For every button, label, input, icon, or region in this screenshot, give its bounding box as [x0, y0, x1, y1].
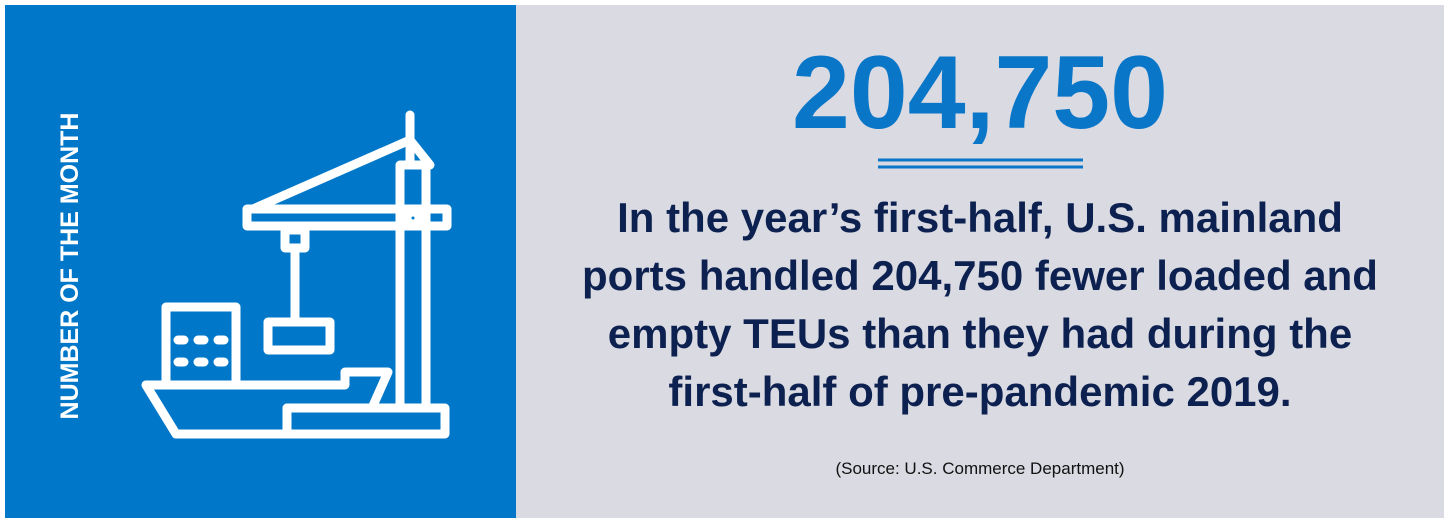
- description-line: empty TEUs than they had during the: [608, 310, 1352, 357]
- description-line: first-half of pre-pandemic 2019.: [668, 368, 1291, 415]
- source: (Source: U.S. Commerce Department): [835, 459, 1124, 478]
- description-line: In the year’s first-half, U.S. mainland: [617, 194, 1343, 241]
- sidebar-label: NUMBER OF THE MONTH: [56, 113, 84, 420]
- description: In the year’s first-half, U.S. mainland p…: [582, 194, 1378, 415]
- crane-ship-icon: [141, 110, 452, 439]
- headline-number: 204,750: [792, 35, 1168, 151]
- description-line: ports handled 204,750 fewer loaded and: [582, 252, 1378, 299]
- gray-panel: [516, 5, 1444, 518]
